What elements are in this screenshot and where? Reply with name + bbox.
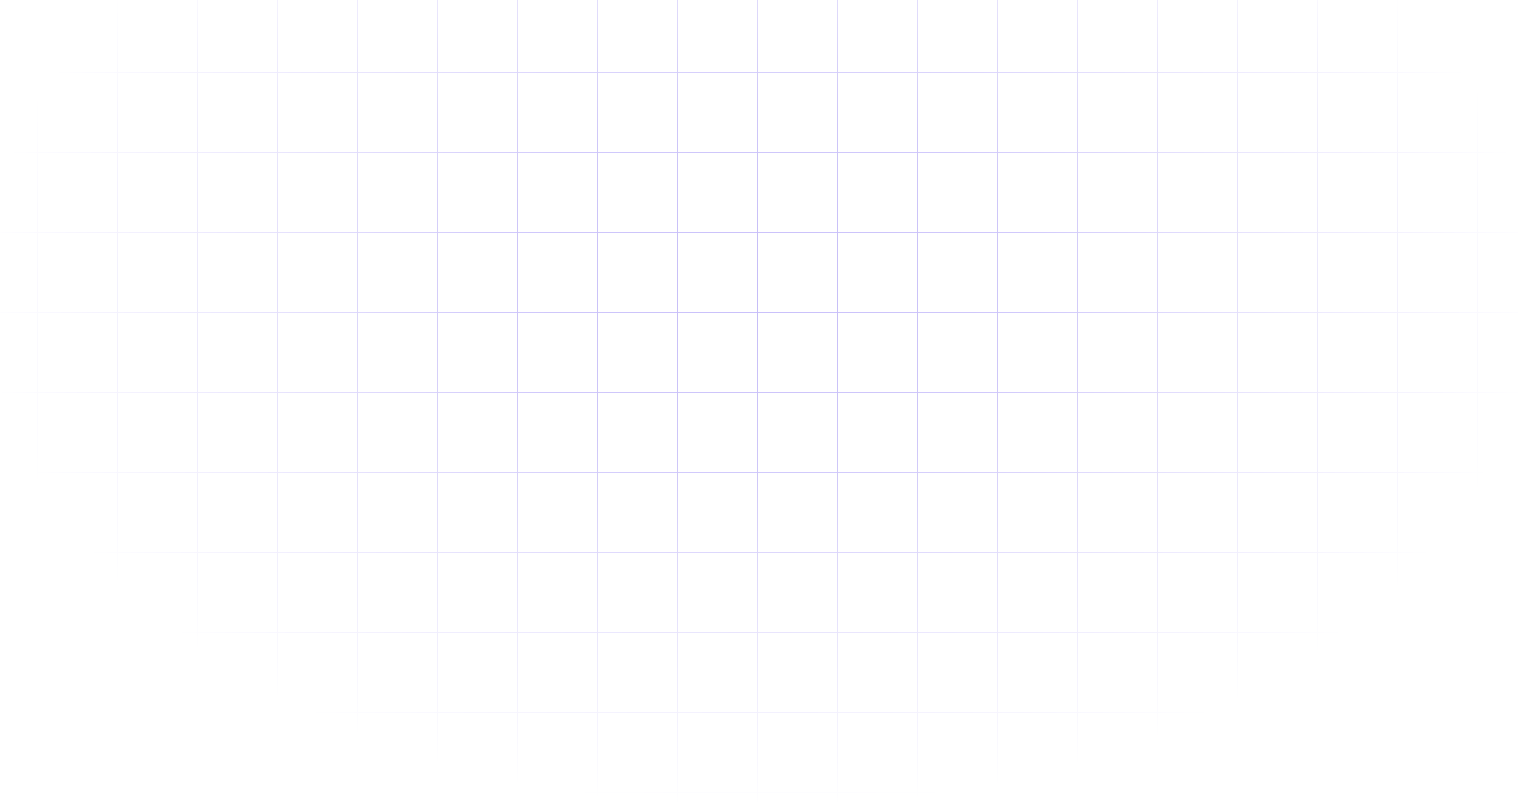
- background-grid: [0, 0, 1518, 802]
